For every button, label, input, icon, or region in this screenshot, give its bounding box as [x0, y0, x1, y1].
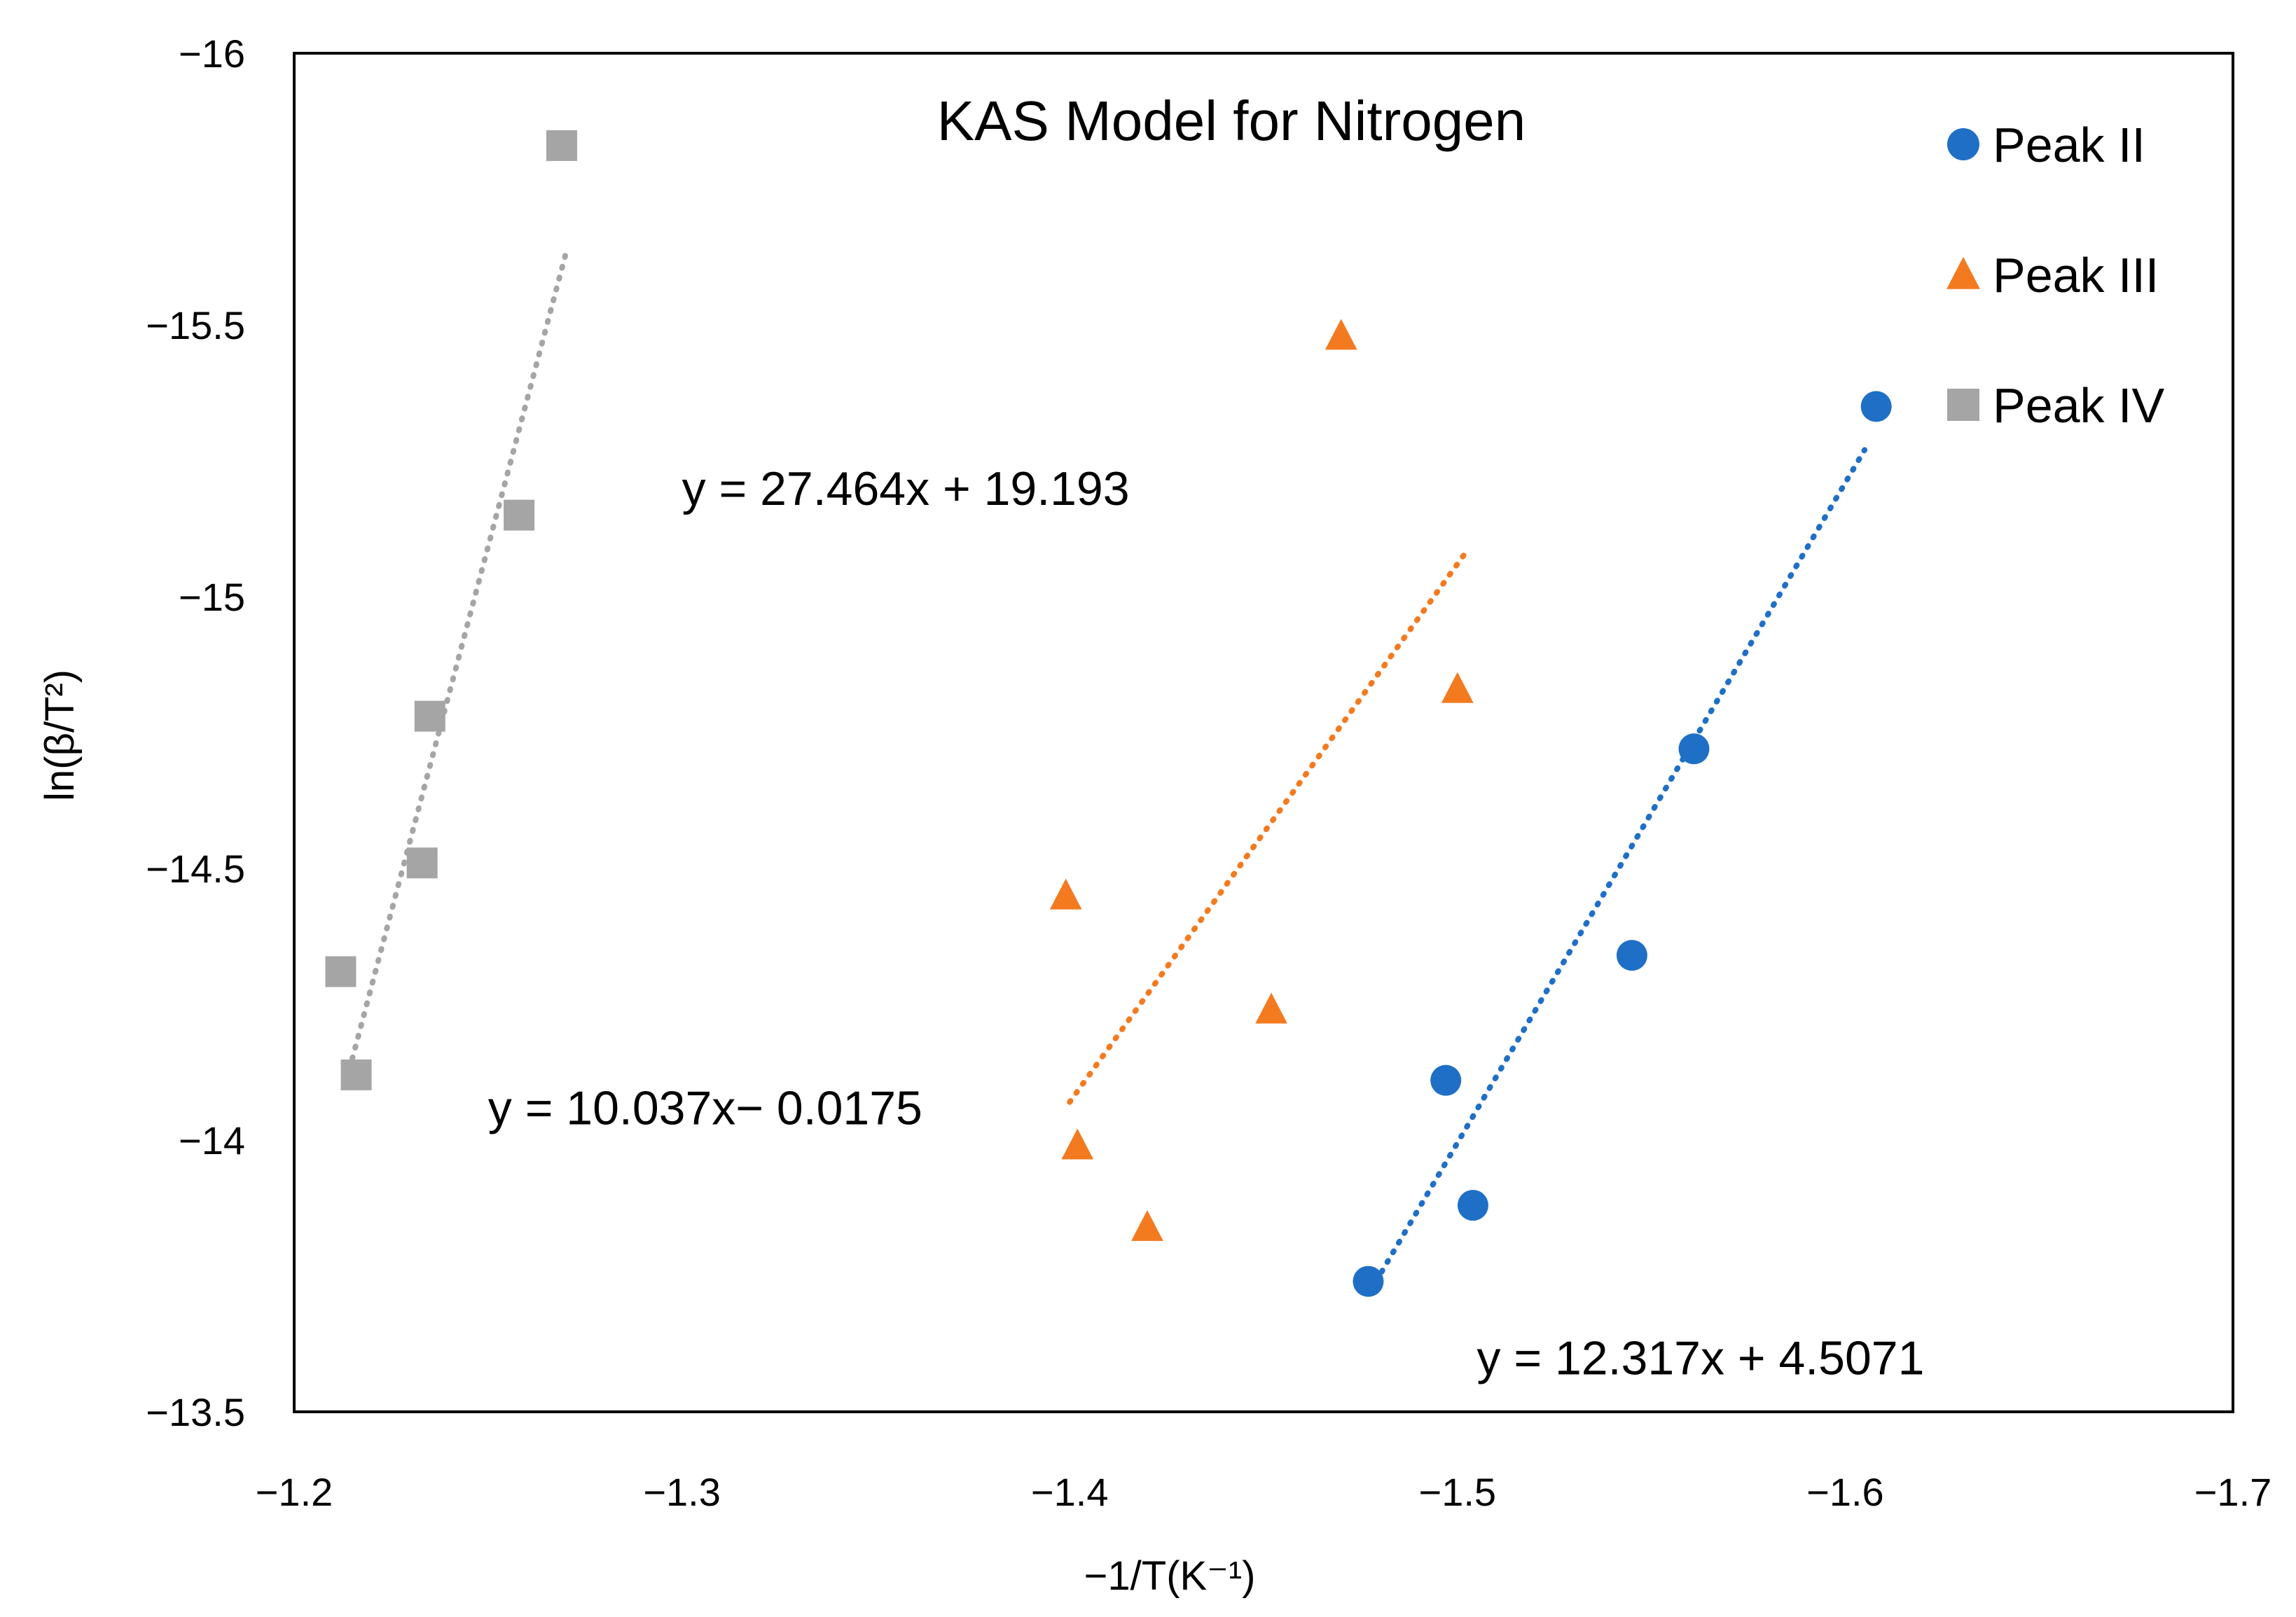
y-tick-label: −13.5: [146, 1390, 245, 1434]
legend-label: Peak III: [1993, 248, 2159, 303]
data-point-peak-ii: [1616, 940, 1647, 971]
data-points: [325, 130, 1892, 1297]
legend: Peak II Peak III Peak IV: [1946, 118, 2164, 433]
y-tick-label: −16: [179, 32, 245, 76]
trendline-peak-iii: [1067, 550, 1468, 1105]
data-point-peak-ii: [1678, 733, 1710, 765]
y-tick-label: −14.5: [146, 847, 245, 891]
data-point-peak-ii: [1353, 1265, 1384, 1297]
data-point-peak-iv: [325, 956, 357, 987]
equation-label: y = 27.464x + 19.193: [682, 462, 1130, 515]
data-point-peak-ii: [1430, 1064, 1462, 1096]
data-point-peak-iii: [1049, 878, 1082, 910]
y-tick-label: −15: [179, 575, 245, 619]
data-point-peak-iv: [406, 847, 438, 879]
data-point-peak-iii: [1441, 672, 1474, 703]
data-point-peak-iii: [1255, 992, 1287, 1024]
data-point-peak-iii: [1061, 1128, 1094, 1160]
x-tick-label: −1.2: [256, 1470, 333, 1514]
data-point-peak-iv: [504, 499, 535, 531]
legend-marker-peak-ii: [1947, 128, 1979, 160]
trendlines: [350, 251, 1868, 1284]
x-tick-labels: −1.2 −1.3 −1.4 −1.5 −1.6 −1.7: [256, 1470, 2272, 1514]
legend-marker-peak-iv: [1947, 389, 1979, 421]
trendline-peak-ii: [1373, 447, 1868, 1284]
y-tick-label: −15.5: [146, 303, 245, 347]
equation-label: y = 10.037x− 0.0175: [488, 1081, 922, 1134]
x-tick-label: −1.7: [2194, 1470, 2272, 1514]
x-tick-label: −1.3: [643, 1470, 721, 1514]
x-tick-label: −1.4: [1031, 1470, 1109, 1514]
y-axis-title: ln(β/T²): [37, 669, 83, 801]
y-tick-labels: −13.5 −14 −14.5 −15 −15.5 −16: [146, 32, 245, 1434]
data-point-peak-iii: [1131, 1209, 1163, 1241]
data-point-peak-iii: [1325, 319, 1357, 350]
legend-marker-peak-iii: [1946, 256, 1980, 289]
data-point-peak-ii: [1457, 1190, 1488, 1221]
y-tick-label: −14: [179, 1118, 245, 1163]
equation-labels: y = 27.464x + 19.193 y = 10.037x− 0.0175 y…: [488, 462, 1925, 1385]
x-tick-label: −1.6: [1806, 1470, 1884, 1514]
data-point-peak-iv: [414, 700, 445, 732]
x-tick-label: −1.5: [1419, 1470, 1497, 1514]
x-axis-title: −1/T(K⁻¹): [1084, 1553, 1256, 1599]
trendline-peak-iv: [350, 251, 569, 1062]
data-point-peak-iv: [546, 130, 577, 161]
plot-area: [293, 52, 2234, 1413]
chart-title: KAS Model for Nitrogen: [937, 90, 1526, 152]
data-point-peak-ii: [1860, 391, 1892, 422]
data-point-peak-iv: [340, 1059, 372, 1090]
legend-label: Peak IV: [1993, 378, 2164, 433]
legend-label: Peak II: [1993, 118, 2145, 172]
equation-label: y = 12.317x + 4.5071: [1477, 1331, 1924, 1384]
